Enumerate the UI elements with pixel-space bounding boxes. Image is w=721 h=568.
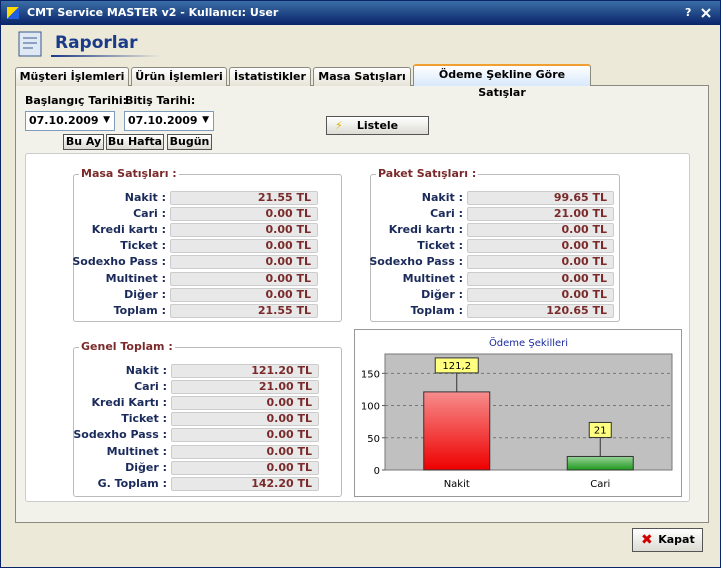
list-button[interactable]: ⚡ Listele [326,116,429,135]
row-value: 0.00 TL [467,255,614,270]
quick-button[interactable]: Bu Ay [63,134,104,150]
row-value: 21.00 TL [467,207,614,222]
group-title: Paket Satışları : [376,167,479,180]
app-icon [7,7,19,19]
row-label: Kredi kartı : [91,223,166,237]
row-value: 21.00 TL [171,380,319,395]
row-value: 99.65 TL [467,191,614,205]
row-label: Nakit : [125,364,167,377]
row-label: Multinet : [105,271,166,285]
x-tick-label: Nakit [444,479,470,490]
row-label: Multinet : [106,444,167,458]
row-label: Ticket : [121,412,167,426]
close-button-label: Kapat [658,533,695,546]
row-value: 0.00 TL [171,396,319,411]
row-label: G. Toplam : [97,476,167,490]
tab[interactable]: İstatistikler [229,67,311,86]
row-value: 0.00 TL [170,255,318,270]
list-button-label: Listele [356,119,399,132]
row-label: Nakit : [421,191,463,204]
title-underline [51,55,161,57]
quick-button[interactable]: Bugün [167,134,212,150]
report-icon [18,31,42,57]
row-value: 21.55 TL [170,303,318,318]
row-label: Sodexho Pass : [72,255,166,269]
value-label: 121,2 [442,361,471,372]
group-box [370,174,620,322]
y-tick-label: 100 [361,402,380,413]
row-label: Nakit : [124,191,166,204]
chart: Ödeme Şekilleri 0 50 100 150 Nakit 121,2 Cari 21 [361,336,673,490]
end-date-value: 07.10.2009 [128,114,198,127]
row-value: 21.55 TL [170,191,318,205]
row-value: 0.00 TL [170,239,318,254]
chart-title: Ödeme Şekilleri [489,336,568,349]
page-title: Raporlar [55,33,138,53]
row-value: 0.00 TL [170,223,318,238]
value-label: 21 [594,425,607,436]
window-title: CMT Service MASTER v2 - Kullanıcı: User [27,6,279,19]
y-tick-label: 150 [361,369,380,380]
tab[interactable]: Ürün İşlemleri [131,67,227,86]
row-value: 142.20 TL [171,476,319,491]
title-bar: CMT Service MASTER v2 - Kullanıcı: User … [1,1,720,25]
row-value: 0.00 TL [467,223,614,238]
bar [423,391,491,471]
group-box [73,174,342,322]
quick-button[interactable]: Bu Hafta [106,134,164,150]
row-value: 0.00 TL [171,412,319,427]
row-value: 0.00 TL [467,287,614,302]
row-value: 0.00 TL [171,428,319,443]
row-label: Kredi Kartı : [91,396,167,410]
value-label-box [434,357,479,374]
close-button[interactable]: ✖ Kapat [632,528,703,552]
end-date[interactable]: 07.10.2009 ▼ [124,111,214,131]
start-date[interactable]: 07.10.2009 ▼ [25,111,115,131]
tab[interactable]: Masa Satışları [313,67,411,86]
y-tick-label: 0 [374,466,380,477]
row-label: Cari : [430,207,463,221]
start-date-value: 07.10.2009 [29,114,99,127]
group-title: Masa Satışları : [79,167,179,180]
x-tick-label: Cari [590,479,610,490]
bar [566,455,634,471]
row-label: Ticket : [120,239,166,253]
row-label: Cari : [133,207,166,221]
y-tick-label: 50 [367,434,380,445]
row-value: 0.00 TL [170,271,318,286]
row-value: 0.00 TL [467,239,614,254]
row-label: Multinet : [402,271,463,285]
tab[interactable]: Ödeme Şekline Göre Satışlar [413,64,591,99]
row-label: Diğer : [421,287,463,301]
row-value: 120.65 TL [467,303,614,318]
row-label: Toplam : [410,303,463,317]
start-label: Başlangıç Tarihi: [25,94,128,107]
row-label: Toplam : [113,303,166,317]
end-label: Bitiş Tarihi: [125,94,196,107]
help-button[interactable]: ? [685,6,692,19]
row-value: 0.00 TL [171,460,319,475]
group-title: Genel Toplam : [79,340,175,353]
row-value: 0.00 TL [171,444,319,459]
row-value: 121.20 TL [171,364,319,378]
row-label: Diğer : [125,460,167,474]
row-label: Kredi kartı : [388,223,463,237]
group-box [73,347,342,497]
row-label: Sodexho Pass : [73,428,167,442]
row-label: Diğer : [124,287,166,301]
row-value: 0.00 TL [170,287,318,302]
row-value: 0.00 TL [170,207,318,222]
row-label: Cari : [134,380,167,394]
row-label: Ticket : [417,239,463,253]
close-window[interactable] [701,8,711,18]
row-value: 0.00 TL [467,271,614,286]
value-label-box [588,421,612,438]
row-label: Sodexho Pass : [369,255,463,269]
tab[interactable]: Müşteri İşlemleri [15,67,129,86]
